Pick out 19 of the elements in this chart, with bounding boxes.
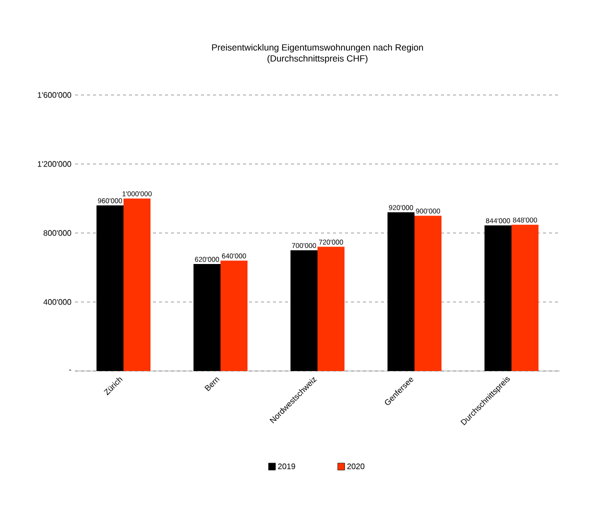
chart-title: Preisentwicklung Eigentumswohnungen nach Region <box>212 44 423 52</box>
bar <box>414 216 442 371</box>
x-tick-label: Bern <box>204 377 220 392</box>
chart-subtitle: (Durchschnittspreis CHF) <box>268 54 368 64</box>
y-tick-label: 800'000 <box>44 230 72 236</box>
bar <box>194 264 220 371</box>
bar <box>290 250 318 371</box>
legend-label: 2019 <box>278 464 296 470</box>
bar <box>220 260 248 371</box>
legend-label: 2020 <box>347 464 364 470</box>
y-tick-label: 1'200'000 <box>38 161 72 167</box>
bar <box>512 224 538 371</box>
bar <box>484 225 512 371</box>
bar <box>387 212 414 371</box>
y-tick-label: 400'000 <box>43 299 72 305</box>
bar <box>318 246 344 371</box>
bar <box>96 205 124 371</box>
y-tick-label: 1'600'000 <box>38 92 72 98</box>
bar <box>124 198 150 371</box>
